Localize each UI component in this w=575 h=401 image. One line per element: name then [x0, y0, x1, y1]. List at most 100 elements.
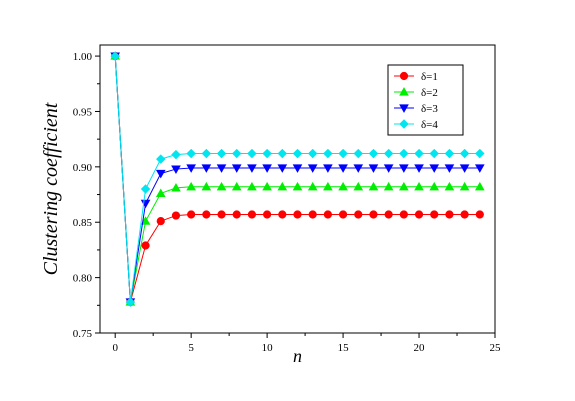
- data-point: [216, 164, 227, 173]
- data-point: [277, 148, 288, 159]
- data-point: [262, 148, 272, 159]
- y-tick-label: 0.80: [73, 273, 93, 285]
- legend-label: δ=3: [421, 103, 438, 115]
- data-point: [307, 164, 318, 173]
- data-point: [353, 181, 364, 191]
- y-tick-label: 0.85: [73, 217, 93, 229]
- data-point: [187, 210, 196, 219]
- data-point: [338, 148, 348, 159]
- data-point: [323, 181, 333, 191]
- series-delta-4: [110, 51, 485, 307]
- y-tick-label: 0.90: [73, 162, 93, 174]
- data-point: [140, 199, 151, 209]
- data-point: [338, 181, 348, 191]
- y-axis-title: Clustering coefficient: [40, 102, 62, 275]
- legend-item: δ=2: [394, 87, 438, 99]
- data-point: [414, 148, 424, 159]
- data-point: [231, 181, 242, 191]
- data-point: [445, 210, 454, 219]
- legend-marker: [399, 119, 409, 129]
- data-point: [171, 149, 181, 160]
- data-point: [186, 181, 196, 191]
- data-point: [323, 210, 332, 219]
- data-point: [201, 164, 212, 173]
- data-point: [414, 210, 424, 219]
- data-point: [140, 184, 151, 194]
- data-point: [307, 148, 318, 159]
- legend-marker: [399, 71, 409, 81]
- legend-label: δ=1: [421, 71, 438, 83]
- data-point: [444, 148, 455, 159]
- data-point: [429, 164, 440, 173]
- data-point: [171, 165, 181, 174]
- data-point: [292, 148, 303, 159]
- data-point: [338, 210, 348, 219]
- data-point: [216, 181, 227, 191]
- data-point: [277, 181, 288, 191]
- data-point: [186, 148, 196, 159]
- y-axis: 0.75 0.80 0.85 0.90 0.95 1.00: [73, 51, 100, 340]
- data-point: [263, 210, 272, 219]
- data-point: [474, 164, 485, 173]
- data-point: [383, 181, 394, 191]
- plot-frame: [99, 44, 496, 334]
- data-point: [430, 210, 439, 219]
- y-tick-label: 1.00: [73, 51, 93, 63]
- data-point: [444, 181, 455, 191]
- data-point: [354, 210, 363, 219]
- data-point: [186, 164, 196, 173]
- series-delta-1: [111, 51, 484, 307]
- data-point: [429, 148, 439, 159]
- y-tick-label: 0.75: [73, 328, 93, 340]
- data-point: [384, 210, 393, 219]
- x-tick-label: 10: [262, 342, 274, 354]
- data-point: [277, 164, 288, 173]
- x-axis: 0 5 10 15 20 25: [112, 333, 502, 354]
- data-point: [460, 210, 469, 219]
- data-point: [353, 148, 363, 159]
- x-tick-label: 25: [490, 342, 502, 354]
- data-point: [262, 164, 272, 173]
- data-point: [247, 210, 257, 219]
- data-point: [156, 154, 166, 164]
- data-point: [323, 148, 333, 159]
- legend-label: δ=4: [421, 119, 438, 131]
- data-point: [171, 182, 181, 192]
- y-tick-label: 0.95: [73, 106, 93, 118]
- data-point: [459, 148, 470, 159]
- data-point: [399, 164, 409, 173]
- data-point: [125, 297, 136, 307]
- data-point: [353, 164, 364, 173]
- data-point: [262, 181, 272, 191]
- data-point: [338, 164, 348, 173]
- data-point: [247, 181, 257, 191]
- data-point: [278, 210, 287, 219]
- data-point: [216, 148, 227, 159]
- data-point: [399, 181, 409, 191]
- legend-item: δ=4: [394, 119, 438, 131]
- plot-border: [99, 44, 496, 334]
- data-point: [156, 217, 165, 226]
- data-point: [247, 148, 257, 159]
- data-point: [247, 164, 257, 173]
- x-tick-label: 5: [188, 342, 194, 354]
- data-point: [293, 210, 302, 219]
- data-point: [307, 181, 318, 191]
- data-point: [475, 210, 484, 219]
- data-point: [399, 148, 409, 159]
- data-point: [383, 148, 394, 159]
- data-point: [368, 148, 379, 159]
- data-point: [399, 210, 408, 219]
- data-point: [475, 148, 485, 159]
- data-point: [459, 181, 470, 191]
- x-tick-label: 0: [112, 342, 118, 354]
- series-delta-3: [110, 52, 485, 307]
- data-point: [141, 241, 150, 250]
- data-point: [232, 148, 242, 159]
- data-point: [231, 164, 242, 173]
- data-point: [368, 164, 379, 173]
- data-point: [171, 211, 181, 220]
- data-point: [369, 210, 378, 219]
- data-point: [474, 181, 485, 191]
